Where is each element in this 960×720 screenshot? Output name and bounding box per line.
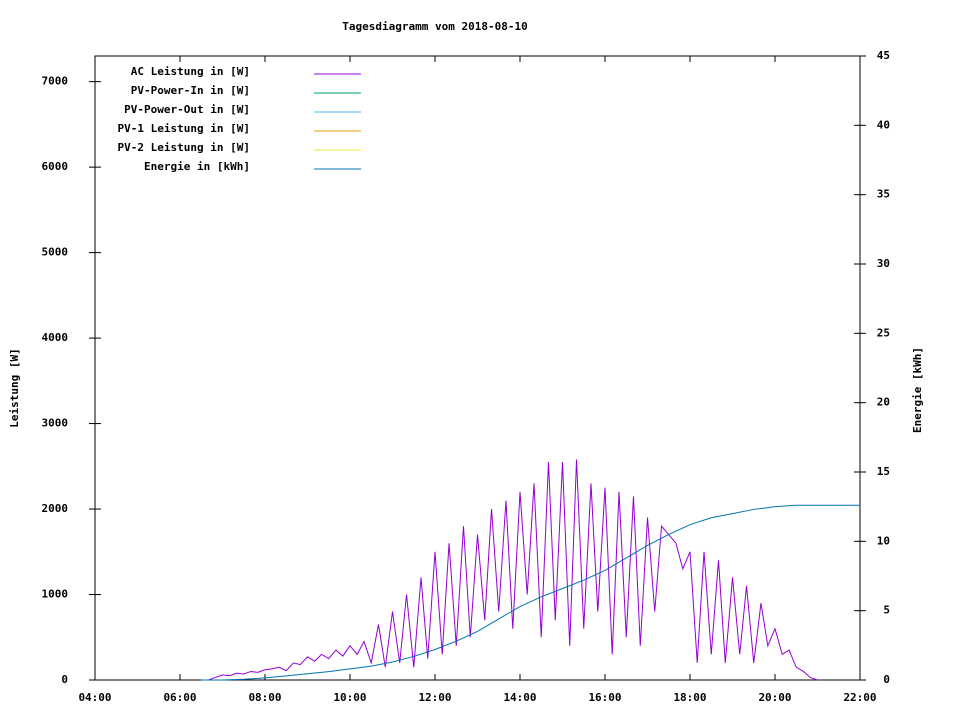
- y2-tick-label: 10: [877, 534, 890, 547]
- x-tick-label: 14:00: [503, 691, 536, 704]
- chart-title: Tagesdiagramm vom 2018-08-10: [342, 20, 527, 33]
- legend-label: PV-Power-In in [W]: [131, 84, 250, 97]
- y-tick-label: 2000: [42, 502, 69, 515]
- legend-label: PV-1 Leistung in [W]: [118, 122, 250, 135]
- y-tick-label: 3000: [42, 417, 69, 430]
- y-tick-label: 5000: [42, 246, 69, 259]
- legend-label: PV-Power-Out in [W]: [124, 103, 250, 116]
- legend-label: PV-2 Leistung in [W]: [118, 141, 250, 154]
- legend-label: Energie in [kWh]: [144, 160, 250, 173]
- x-tick-label: 10:00: [333, 691, 366, 704]
- plot-frame: [94, 55, 861, 681]
- x-tick-label: 06:00: [163, 691, 196, 704]
- x-tick-label: 22:00: [843, 691, 876, 704]
- y-tick-label: 6000: [42, 160, 69, 173]
- series-line: [201, 504, 860, 681]
- x-tick-label: 20:00: [758, 691, 791, 704]
- y2-tick-label: 15: [877, 465, 890, 478]
- x-tick-label: 12:00: [418, 691, 451, 704]
- x-tick-label: 18:00: [673, 691, 706, 704]
- y-tick-label: 0: [61, 673, 68, 686]
- y2-tick-label: 20: [877, 396, 890, 409]
- x-tick-label: 16:00: [588, 691, 621, 704]
- y-tick-label: 4000: [42, 331, 69, 344]
- x-tick-label: 04:00: [78, 691, 111, 704]
- y2-tick-label: 25: [877, 326, 890, 339]
- y2-tick-label: 30: [877, 257, 890, 270]
- y-tick-label: 1000: [42, 588, 69, 601]
- y2-tick-label: 5: [883, 604, 890, 617]
- y2-tick-label: 40: [877, 118, 890, 131]
- y-axis-label: Leistung [W]: [8, 348, 21, 427]
- y2-tick-label: 0: [883, 673, 890, 686]
- y2-tick-label: 35: [877, 188, 890, 201]
- y2-axis-label: Energie [kWh]: [911, 347, 924, 433]
- x-tick-label: 08:00: [248, 691, 281, 704]
- y-tick-label: 7000: [42, 75, 69, 88]
- legend-label: AC Leistung in [W]: [131, 65, 250, 78]
- series-line: [208, 459, 818, 681]
- y2-tick-label: 45: [877, 49, 890, 62]
